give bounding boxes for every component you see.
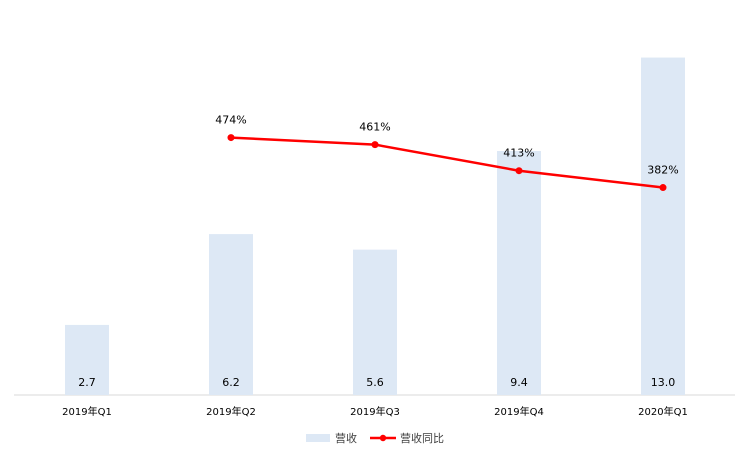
bar-2 xyxy=(353,249,397,395)
yoy-label-3: 413% xyxy=(503,147,534,160)
bar-label-1: 6.2 xyxy=(222,376,240,389)
x-tick-1: 2019年Q2 xyxy=(206,405,256,418)
line-series: 474% 461% 413% 382% xyxy=(215,114,679,192)
bar-data-labels: 2.7 6.2 5.6 9.4 13.0 xyxy=(78,376,675,389)
x-tick-3: 2019年Q4 xyxy=(494,405,544,418)
bar-label-2: 5.6 xyxy=(366,376,384,389)
x-tick-labels: 2019年Q1 2019年Q2 2019年Q3 2019年Q4 2020年Q1 xyxy=(62,405,688,418)
yoy-line xyxy=(230,136,664,189)
bar-4 xyxy=(641,57,685,396)
bar-series xyxy=(65,57,685,396)
bar-0 xyxy=(65,324,109,395)
bar-label-3: 9.4 xyxy=(510,376,528,389)
x-tick-4: 2020年Q1 xyxy=(638,405,688,418)
legend-swatch-revenue xyxy=(306,434,330,442)
yoy-label-2: 461% xyxy=(359,121,390,134)
x-tick-2: 2019年Q3 xyxy=(350,405,400,418)
legend: 营收 营收同比 xyxy=(306,431,444,445)
legend-label-revenue: 营收 xyxy=(335,431,357,445)
bar-label-0: 2.7 xyxy=(78,376,96,389)
yoy-point-1 xyxy=(227,134,235,142)
bar-label-4: 13.0 xyxy=(651,376,676,389)
yoy-point-2 xyxy=(371,141,379,149)
x-tick-0: 2019年Q1 xyxy=(62,405,112,418)
legend-label-yoy: 营收同比 xyxy=(400,431,444,445)
yoy-label-4: 382% xyxy=(647,164,678,177)
bar-3 xyxy=(497,151,541,395)
yoy-point-3 xyxy=(515,167,523,175)
yoy-label-1: 474% xyxy=(215,114,246,127)
bar-1 xyxy=(209,234,253,395)
legend-swatch-yoy-marker xyxy=(379,434,387,442)
yoy-point-4 xyxy=(659,184,667,192)
